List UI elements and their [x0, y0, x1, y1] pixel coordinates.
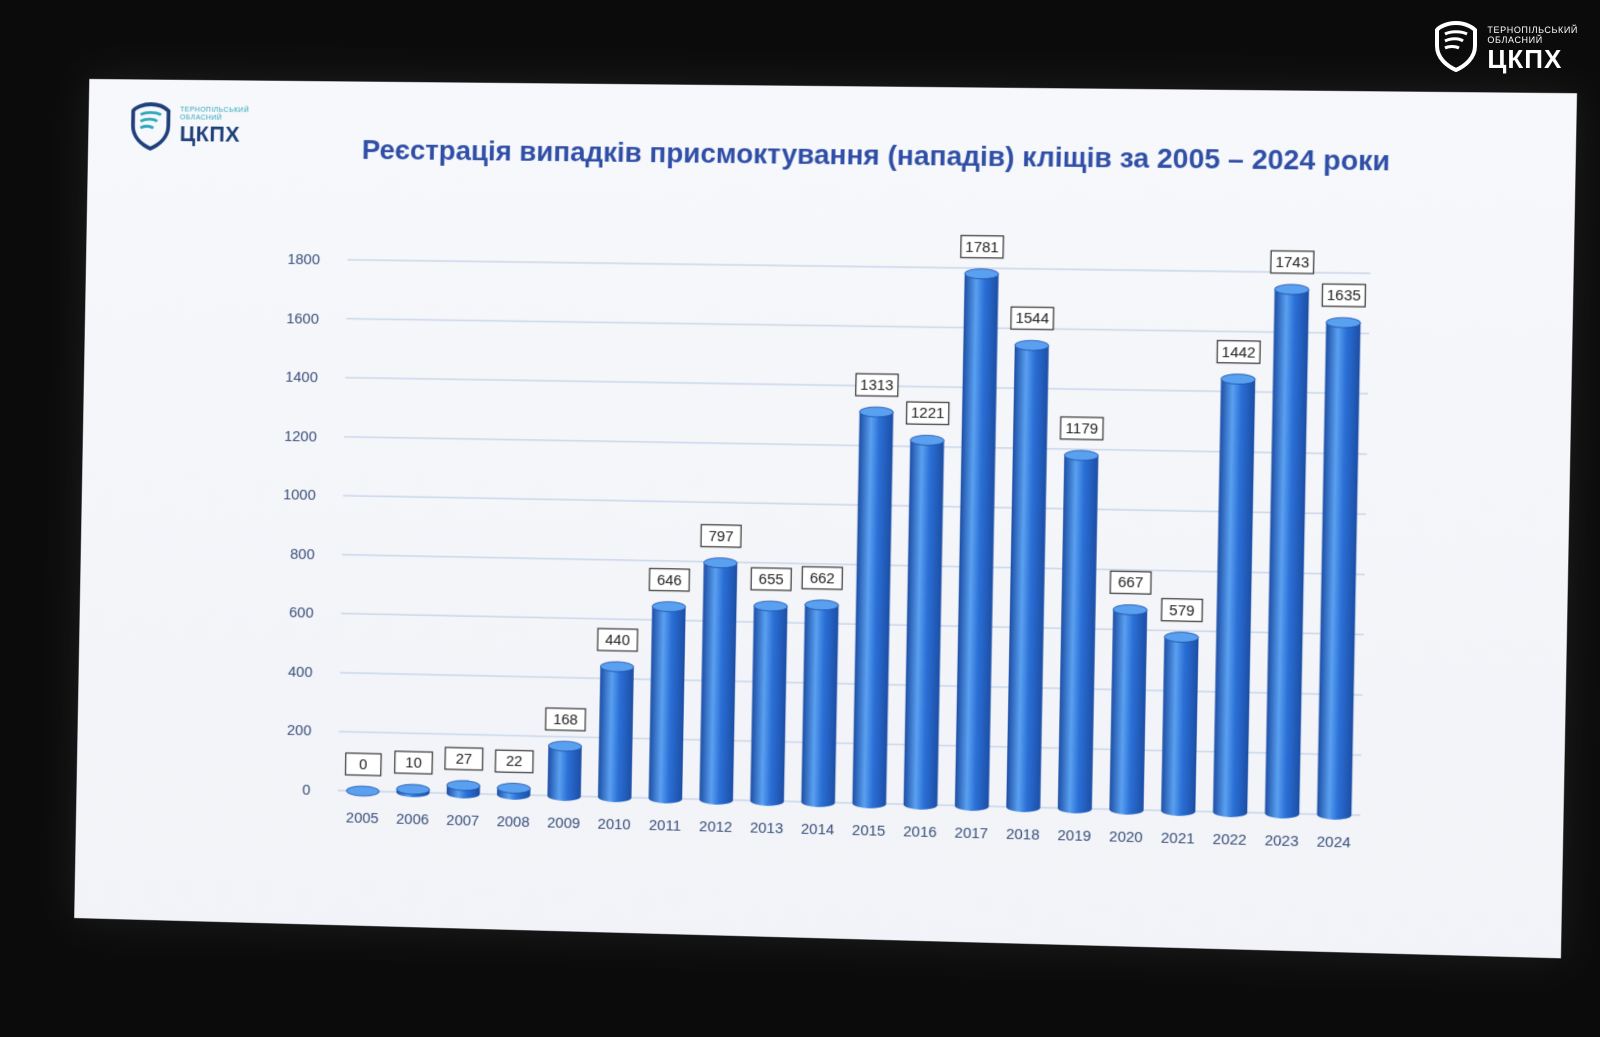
bar: [1109, 609, 1147, 815]
data-label: 1179: [1065, 421, 1098, 438]
bar: [1161, 637, 1199, 816]
data-label: 1313: [860, 378, 894, 395]
y-tick-label: 600: [289, 606, 314, 622]
gridline: [340, 673, 1363, 695]
y-tick-label: 1200: [284, 429, 317, 446]
bar-chart: 0 200 400 600 800 1000 1200 1400 1600 1800 0 2005 10…: [74, 79, 1577, 958]
x-tick-label: 2016: [903, 824, 937, 841]
bar-cap: [1221, 374, 1255, 385]
data-label: 1781: [965, 239, 999, 256]
gridline: [343, 496, 1366, 515]
bar-cap: [754, 601, 788, 612]
bar-cap: [704, 558, 738, 569]
bar-cap: [1113, 604, 1147, 615]
x-tick-label: 2010: [598, 817, 631, 834]
x-tick-label: 2024: [1317, 834, 1351, 851]
x-tick-label: 2017: [954, 825, 988, 842]
x-tick-label: 2013: [750, 820, 784, 837]
x-tick-label: 2009: [547, 815, 580, 832]
bar-cap: [910, 435, 944, 446]
bar-cap: [346, 786, 379, 797]
data-label: 168: [553, 712, 578, 729]
bar: [955, 274, 999, 812]
bar: [903, 440, 944, 810]
bar: [649, 606, 686, 803]
x-tick-label: 2006: [396, 812, 429, 829]
data-label: 1544: [1015, 311, 1049, 328]
bar: [598, 666, 634, 802]
data-label: 22: [506, 754, 523, 770]
data-label: 662: [810, 571, 835, 588]
bar: [1317, 322, 1361, 820]
data-label: 579: [1169, 603, 1195, 620]
bar: [699, 563, 737, 806]
y-tick-label: 1400: [285, 370, 318, 386]
x-tick-label: 2019: [1057, 828, 1091, 845]
corner-logo: ТЕРНОПІЛЬСЬКИЙ ОБЛАСНИЙ ЦКПХ: [1433, 20, 1578, 77]
gridline: [338, 790, 1361, 815]
gridline: [344, 437, 1367, 454]
bar-cap: [1326, 317, 1361, 328]
bar-cap: [1015, 340, 1049, 351]
bar: [801, 605, 838, 808]
bar-cap: [965, 269, 999, 279]
data-label: 27: [456, 752, 473, 768]
bar-cap: [652, 601, 686, 612]
x-tick-label: 2014: [801, 822, 835, 839]
bar-cap: [1064, 450, 1098, 461]
gridline: [341, 614, 1364, 635]
data-label: 0: [359, 757, 367, 773]
x-tick-label: 2020: [1109, 829, 1143, 846]
x-tick-label: 2022: [1213, 832, 1247, 849]
y-tick-label: 1800: [287, 252, 320, 268]
data-label: 10: [405, 755, 422, 771]
gridline: [346, 319, 1369, 334]
x-tick-label: 2008: [497, 814, 530, 831]
corner-logo-name: ЦКПХ: [1487, 45, 1578, 73]
presentation-slide: ТЕРНОПІЛЬСЬКИЙ ОБЛАСНИЙ ЦКПХ Реєстрація …: [74, 79, 1577, 958]
bar: [547, 746, 581, 802]
data-label: 655: [759, 572, 784, 589]
x-tick-label: 2011: [649, 818, 681, 835]
x-tick-label: 2005: [346, 810, 379, 827]
x-tick-label: 2023: [1264, 833, 1298, 850]
data-label: 1743: [1275, 255, 1309, 272]
x-tick-label: 2007: [446, 813, 479, 830]
bar: [1058, 455, 1099, 814]
data-label: 667: [1118, 575, 1144, 592]
gridline: [339, 732, 1362, 756]
y-tick-label: 0: [302, 783, 310, 799]
bar: [750, 606, 787, 807]
corner-logo-line2: ОБЛАСНИЙ: [1487, 35, 1578, 45]
data-label: 1442: [1222, 345, 1256, 362]
y-tick-label: 400: [288, 664, 313, 680]
data-label: 646: [657, 572, 682, 589]
y-tick-label: 800: [290, 547, 315, 563]
y-tick-label: 200: [287, 723, 312, 740]
bar: [1006, 345, 1049, 812]
chart-svg: 0 200 400 600 800 1000 1200 1400 1600 1800 0 2005 10…: [74, 79, 1577, 958]
x-tick-label: 2021: [1161, 831, 1195, 848]
bar-cap: [1275, 284, 1310, 295]
bar: [852, 412, 893, 809]
bar-cap: [805, 600, 839, 611]
y-tick-label: 1000: [283, 488, 316, 505]
data-label: 797: [708, 529, 733, 546]
gridline: [347, 260, 1370, 274]
gridline: [342, 555, 1365, 575]
y-tick-label: 1600: [286, 311, 319, 327]
corner-logo-line1: ТЕРНОПІЛЬСЬКИЙ: [1487, 25, 1578, 35]
x-tick-label: 2015: [852, 823, 886, 840]
x-tick-label: 2012: [699, 819, 732, 836]
data-label: 440: [605, 633, 630, 650]
data-label: 1221: [911, 406, 945, 423]
data-label: 1635: [1327, 288, 1361, 305]
x-tick-label: 2018: [1006, 827, 1040, 844]
bar: [1265, 289, 1309, 819]
shield-logo-icon: [1433, 20, 1479, 77]
bar-cap: [859, 407, 893, 418]
